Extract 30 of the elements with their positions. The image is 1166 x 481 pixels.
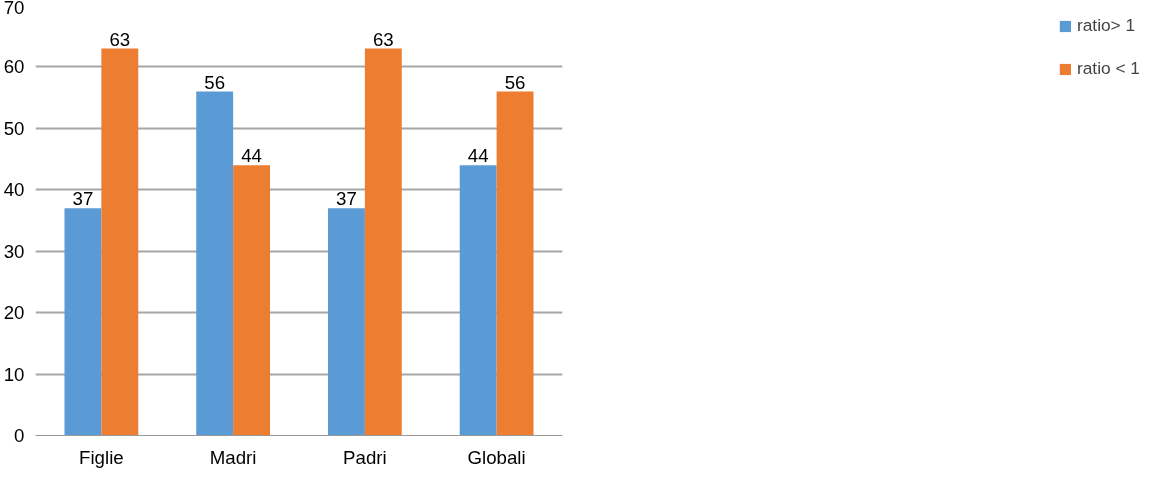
bar <box>364 48 402 436</box>
y-tick-label: 10 <box>3 363 25 385</box>
x-tick-label: Padri <box>343 446 387 468</box>
y-tick-label: 60 <box>3 56 25 78</box>
data-label: 37 <box>72 188 94 210</box>
y-tick-label: 70 <box>3 0 25 18</box>
x-tick-label: Madri <box>209 446 257 468</box>
data-label: 44 <box>467 145 489 167</box>
y-tick-label: 0 <box>14 425 25 446</box>
bar <box>101 48 139 436</box>
data-label: 56 <box>204 71 226 93</box>
data-label: 37 <box>336 188 357 210</box>
bar <box>459 165 497 436</box>
data-label: 44 <box>241 145 262 167</box>
legend-label: ratio> 1 <box>1076 15 1136 36</box>
y-tick-label: 40 <box>3 179 25 201</box>
bar <box>64 208 102 436</box>
data-label: 63 <box>109 28 131 50</box>
x-tick-label: Globali <box>467 446 526 468</box>
bar <box>327 208 365 436</box>
bar <box>196 91 234 436</box>
y-tick-label: 20 <box>3 302 25 324</box>
data-label: 63 <box>372 28 394 50</box>
bar <box>233 165 271 436</box>
x-tick-label: Figlie <box>79 446 124 468</box>
legend-label: ratio < 1 <box>1076 58 1140 79</box>
y-tick-label: 30 <box>3 240 25 262</box>
y-tick-label: 50 <box>3 117 25 139</box>
data-label: 56 <box>504 71 526 93</box>
bar <box>496 91 534 436</box>
